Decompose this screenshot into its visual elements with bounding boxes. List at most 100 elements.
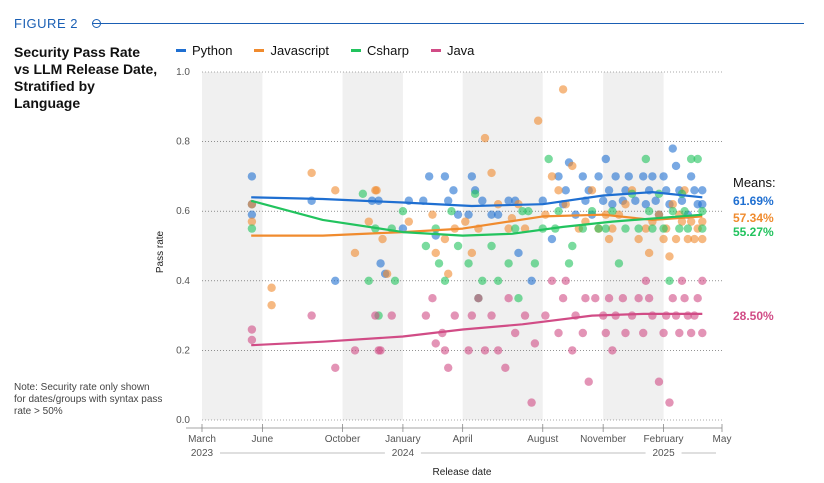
x-tick-label: November xyxy=(580,434,627,445)
x-tick-label: May xyxy=(713,434,732,445)
point-csharp xyxy=(518,207,527,216)
point-python xyxy=(504,196,513,205)
y-tick-label: 0.2 xyxy=(176,345,190,356)
point-csharp xyxy=(530,259,540,268)
x-tick-label: April xyxy=(453,434,473,445)
point-python xyxy=(621,186,630,195)
point-java xyxy=(601,328,610,338)
point-java xyxy=(431,339,440,348)
point-javascript xyxy=(461,217,470,226)
point-javascript xyxy=(683,234,693,244)
legend-swatch-python xyxy=(176,49,186,52)
point-java xyxy=(331,363,340,372)
point-python xyxy=(464,210,473,219)
point-java xyxy=(693,294,702,303)
point-csharp xyxy=(510,224,520,233)
legend-swatch-csharp xyxy=(351,49,362,52)
point-java xyxy=(584,377,593,386)
point-javascript xyxy=(558,85,568,94)
point-java xyxy=(440,346,450,355)
y-tick-label: 0.4 xyxy=(176,276,190,287)
point-javascript xyxy=(440,234,450,244)
point-python xyxy=(686,172,696,181)
point-python xyxy=(671,161,681,171)
point-javascript xyxy=(307,168,316,178)
point-python xyxy=(598,196,608,205)
mean-label-javascript: 57.34% xyxy=(733,211,774,225)
point-java xyxy=(668,294,677,303)
point-csharp xyxy=(564,259,574,268)
point-javascript xyxy=(698,217,707,226)
point-csharp xyxy=(453,241,463,251)
point-javascript xyxy=(431,248,440,258)
point-java xyxy=(608,346,617,355)
trend-line-python xyxy=(251,191,703,208)
point-javascript xyxy=(533,116,543,125)
point-python xyxy=(608,200,617,209)
point-csharp xyxy=(614,259,624,268)
point-java xyxy=(698,276,707,285)
point-csharp xyxy=(398,207,408,216)
mean-label-python: 61.69% xyxy=(733,194,774,208)
legend-label-java: Java xyxy=(446,43,475,58)
point-csharp xyxy=(594,224,603,233)
point-java xyxy=(504,294,513,303)
point-javascript xyxy=(350,248,360,258)
y-tick-label: 0.0 xyxy=(176,415,190,426)
point-javascript xyxy=(444,269,453,279)
point-java xyxy=(661,311,671,320)
point-java xyxy=(376,346,385,355)
point-java xyxy=(671,311,681,320)
point-javascript xyxy=(267,283,276,292)
shaded-bands xyxy=(202,72,664,420)
point-python xyxy=(547,234,557,244)
point-javascript xyxy=(634,234,643,244)
point-java xyxy=(510,328,520,338)
point-java xyxy=(659,328,668,338)
point-csharp xyxy=(683,224,693,233)
point-python xyxy=(440,172,450,181)
point-java xyxy=(527,398,536,407)
point-csharp xyxy=(621,224,630,233)
legend-label-javascript: Javascript xyxy=(270,43,330,58)
point-java xyxy=(677,276,687,285)
point-java xyxy=(639,328,648,338)
x-tick-label: February xyxy=(644,434,684,445)
point-javascript xyxy=(644,248,654,258)
point-csharp xyxy=(504,259,513,268)
point-python xyxy=(639,172,648,181)
point-python xyxy=(527,276,536,285)
point-java xyxy=(493,346,503,355)
point-javascript xyxy=(428,210,437,219)
point-javascript xyxy=(382,269,392,279)
point-csharp xyxy=(587,207,597,216)
point-python xyxy=(478,196,487,205)
point-javascript xyxy=(547,172,557,181)
chart-note: Note: Security rate only shown for dates… xyxy=(14,382,163,417)
point-java xyxy=(247,325,257,334)
point-python xyxy=(578,172,588,181)
point-javascript xyxy=(541,210,550,219)
point-java xyxy=(627,311,637,320)
point-java xyxy=(698,328,707,338)
point-java xyxy=(247,335,257,345)
point-javascript xyxy=(587,186,597,195)
point-java xyxy=(591,294,600,303)
x-tick-label: August xyxy=(527,434,558,445)
point-javascript xyxy=(621,200,630,209)
point-csharp xyxy=(608,207,617,216)
point-csharp xyxy=(247,224,257,233)
point-python xyxy=(247,210,257,219)
point-java xyxy=(618,294,628,303)
point-csharp xyxy=(578,224,588,233)
point-java xyxy=(350,346,360,355)
point-python xyxy=(624,172,633,181)
point-csharp xyxy=(514,294,523,303)
point-java xyxy=(480,346,490,355)
point-java xyxy=(547,276,557,285)
point-javascript xyxy=(504,224,513,233)
point-python xyxy=(690,186,699,195)
point-python xyxy=(444,196,453,205)
chart-title: Security Pass Rate vs LLM Release Date, … xyxy=(14,44,158,111)
point-javascript xyxy=(686,217,696,226)
